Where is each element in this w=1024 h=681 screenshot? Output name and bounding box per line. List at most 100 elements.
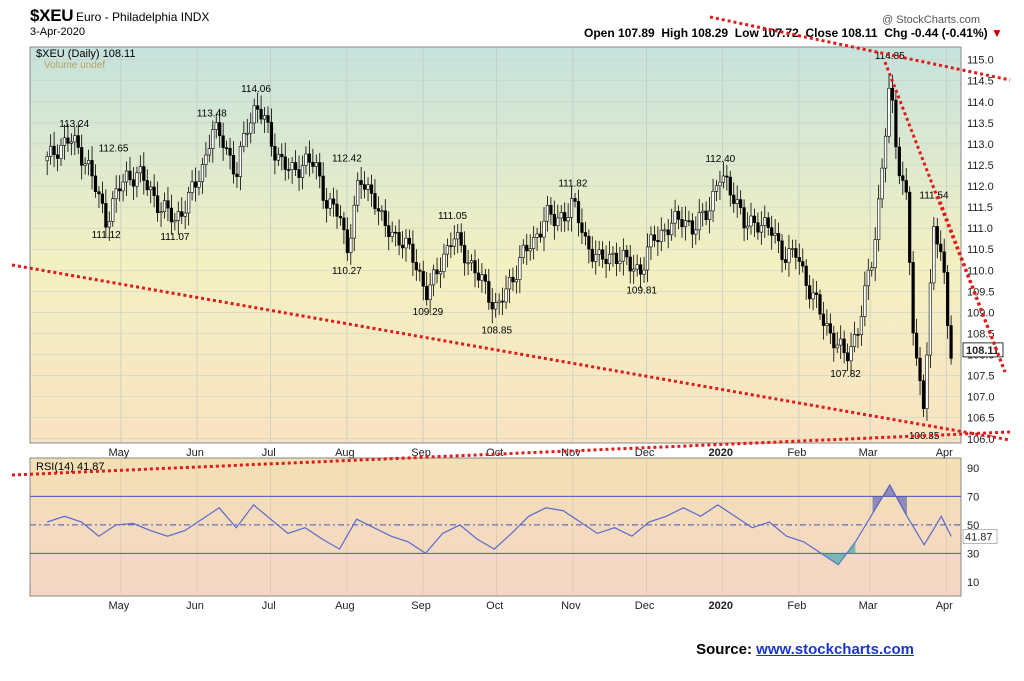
candle-body bbox=[770, 227, 774, 236]
candle-body bbox=[604, 258, 608, 265]
candle-body bbox=[725, 175, 729, 178]
candle-body bbox=[625, 249, 629, 258]
current-price-label: 108.11 bbox=[966, 345, 999, 357]
rsi-x-tick: Oct bbox=[486, 600, 503, 612]
price-x-tick: Feb bbox=[787, 447, 806, 459]
candle-body bbox=[287, 169, 291, 171]
candle-body bbox=[200, 164, 205, 182]
rsi-extreme-fill bbox=[820, 485, 907, 565]
candle-body bbox=[342, 217, 346, 231]
rsi-x-tick: Mar bbox=[859, 600, 878, 612]
candle-body bbox=[566, 217, 570, 222]
candle-body bbox=[756, 222, 760, 233]
candle-body bbox=[414, 262, 418, 271]
candle-body bbox=[487, 281, 491, 303]
candle-body bbox=[93, 175, 98, 192]
candle-body bbox=[663, 229, 667, 232]
candle-body bbox=[642, 269, 646, 275]
rsi-x-tick: 2020 bbox=[708, 600, 732, 612]
candle-body bbox=[683, 220, 688, 228]
price-y-tick: 106.0 bbox=[967, 434, 995, 446]
candle-body bbox=[880, 167, 884, 200]
candle-body bbox=[293, 162, 298, 170]
candle-body bbox=[749, 215, 753, 227]
candle-body bbox=[859, 316, 863, 335]
candle-body bbox=[614, 252, 619, 265]
price-annotation: 111.82 bbox=[558, 179, 588, 190]
price-x-tick: 2020 bbox=[708, 447, 732, 459]
rsi-series-line bbox=[47, 483, 952, 566]
candle-body bbox=[483, 274, 487, 282]
price-legend: $XEU (Daily) 108.11 bbox=[36, 48, 135, 60]
price-annotation: 111.12 bbox=[92, 230, 122, 241]
price-annotation: 108.85 bbox=[481, 326, 512, 337]
candle-body bbox=[145, 180, 149, 191]
candle-body bbox=[131, 179, 136, 187]
price-annotation: 111.05 bbox=[438, 211, 468, 222]
candle-body bbox=[852, 334, 857, 347]
candle-body bbox=[259, 109, 263, 120]
candle-body bbox=[628, 256, 632, 272]
candle-body bbox=[535, 233, 539, 238]
price-y-tick: 108.5 bbox=[967, 328, 995, 340]
price-y-tick: 111.0 bbox=[967, 223, 993, 235]
candle-body bbox=[345, 229, 349, 253]
candle-body bbox=[476, 272, 481, 281]
rsi-x-tick: Sep bbox=[411, 600, 431, 612]
price-x-tick: May bbox=[108, 447, 129, 459]
candle-body bbox=[511, 276, 515, 283]
candle-body bbox=[711, 191, 715, 212]
candle-body bbox=[400, 244, 405, 249]
candle-body bbox=[407, 237, 412, 245]
rsi-oversold-fill bbox=[820, 553, 839, 565]
price-annotation: 114.85 bbox=[875, 51, 905, 62]
candle-body bbox=[742, 207, 746, 229]
candle-body bbox=[469, 260, 474, 264]
rsi-y-tick: 30 bbox=[967, 548, 979, 560]
candle-body bbox=[404, 237, 408, 249]
rsi-x-tick: Aug bbox=[335, 600, 355, 612]
candle-body bbox=[418, 269, 422, 272]
price-annotation: 111.54 bbox=[919, 190, 949, 201]
candle-body bbox=[80, 147, 84, 166]
candle-body bbox=[262, 115, 267, 120]
candle-body bbox=[507, 276, 512, 290]
price-y-tick: 112.5 bbox=[967, 160, 994, 172]
candle-body bbox=[135, 172, 139, 187]
candle-body bbox=[914, 332, 919, 359]
price-x-tick: Jul bbox=[262, 447, 276, 459]
candle-body bbox=[601, 249, 605, 260]
candle-body bbox=[694, 229, 698, 235]
candle-body bbox=[169, 207, 173, 223]
price-y-tick: 109.0 bbox=[967, 307, 995, 319]
candle-body bbox=[659, 229, 663, 243]
price-x-tick: Dec bbox=[635, 447, 655, 459]
candle-body bbox=[687, 220, 691, 222]
candle-body bbox=[883, 135, 888, 169]
candle-body bbox=[925, 354, 929, 409]
candle-body bbox=[908, 191, 912, 263]
candle-body bbox=[752, 215, 757, 223]
candle-body bbox=[449, 245, 453, 247]
candle-body bbox=[680, 219, 684, 228]
rsi-line bbox=[47, 483, 952, 566]
candle-body bbox=[949, 325, 953, 359]
candle-body bbox=[352, 204, 356, 239]
candle-body bbox=[690, 220, 694, 235]
candle-body bbox=[704, 210, 708, 221]
candle-body bbox=[49, 145, 53, 157]
candle-body bbox=[111, 198, 115, 222]
candle-body bbox=[763, 217, 767, 226]
source-link[interactable]: www.stockcharts.com bbox=[756, 641, 914, 658]
candle-body bbox=[173, 220, 177, 223]
candle-body bbox=[176, 211, 180, 221]
ohlc-readout: Open 107.89 High 108.29 Low 107.72 Close… bbox=[584, 26, 1003, 40]
candle-body bbox=[207, 148, 211, 156]
candle-body bbox=[428, 284, 432, 301]
candle-body bbox=[190, 181, 194, 193]
trendlines bbox=[11, 15, 1011, 477]
candle-body bbox=[597, 249, 601, 255]
current-price-box bbox=[962, 342, 1004, 358]
rsi-x-tick: Nov bbox=[561, 600, 581, 612]
candle-body bbox=[97, 191, 101, 195]
